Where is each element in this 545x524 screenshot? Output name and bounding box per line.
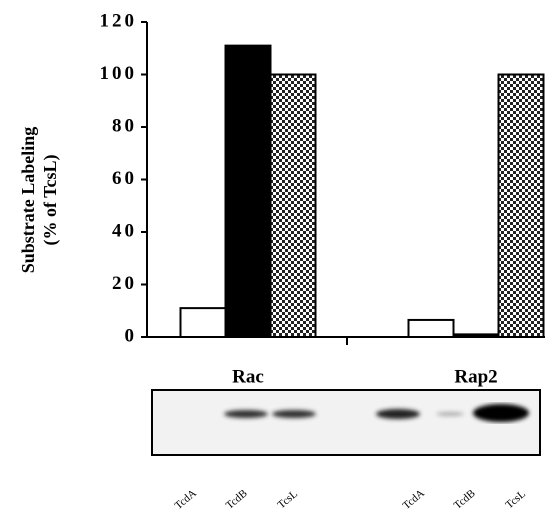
- blot-lane-label: TcdA: [401, 487, 427, 512]
- chart: Substrate Labeling (% of TcsL) 0 20 40 60 80…: [0, 0, 545, 524]
- blot-frame: [152, 390, 540, 455]
- y-label-line: (% of TcsL): [40, 154, 61, 245]
- bar: [409, 320, 454, 337]
- blot-lane-label: TcsL: [503, 488, 528, 511]
- bar: [271, 75, 316, 338]
- bar: [226, 46, 271, 337]
- blot-lane-label: TcdB: [452, 487, 478, 511]
- y-tick-label: 80: [112, 115, 137, 136]
- bar: [499, 75, 544, 338]
- y-tick-label: 100: [100, 63, 138, 84]
- y-label-line: Substrate Labeling: [18, 127, 38, 274]
- blot-lane-label: TcsL: [275, 488, 300, 511]
- y-tick-label: 60: [112, 168, 137, 189]
- y-tick-label: 0: [125, 325, 138, 346]
- blot-lane-label: TcdA: [173, 487, 199, 512]
- blot-lane-label: TcdB: [224, 487, 250, 511]
- bar: [454, 334, 499, 337]
- y-tick-label: 20: [112, 273, 137, 294]
- bar: [181, 308, 226, 337]
- x-tick-label: Rac: [232, 366, 264, 387]
- y-tick-label: 40: [112, 220, 137, 241]
- y-axis-label: Substrate Labeling (% of TcsL): [18, 127, 61, 274]
- y-tick-label: 120: [100, 10, 138, 31]
- x-tick-label: Rap2: [454, 366, 497, 387]
